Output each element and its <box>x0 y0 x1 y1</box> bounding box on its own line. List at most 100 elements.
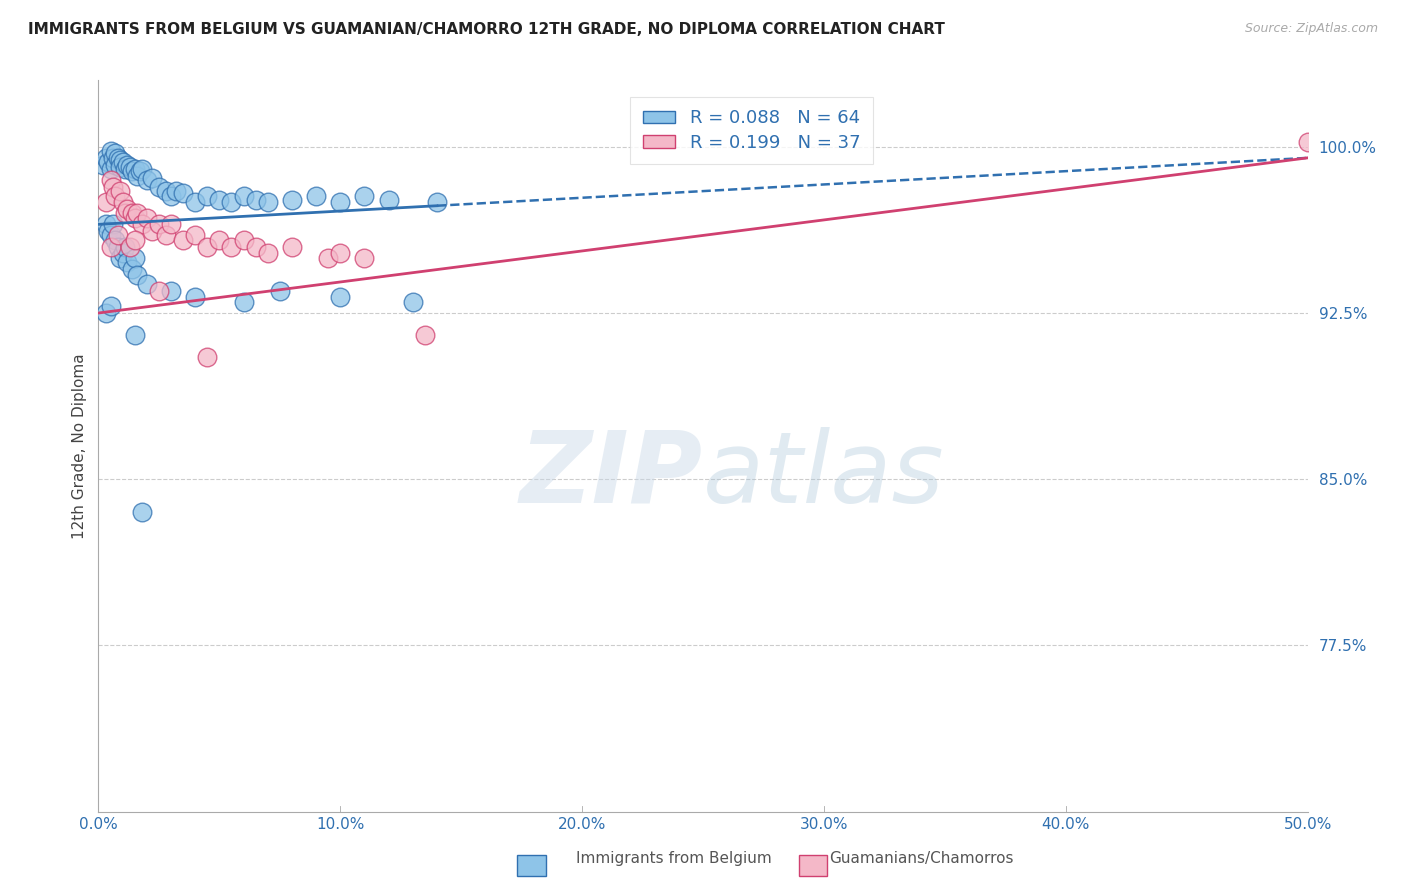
Point <box>101 151 124 165</box>
Text: Source: ZipAtlas.com: Source: ZipAtlas.com <box>1244 22 1378 36</box>
Point <box>124 161 146 176</box>
Text: Guamanians/Chamorros: Guamanians/Chamorros <box>830 852 1014 866</box>
Point <box>127 268 149 283</box>
Point <box>108 160 131 174</box>
Point <box>114 206 136 220</box>
Point <box>172 186 194 201</box>
Point <box>184 228 207 243</box>
Point <box>121 261 143 276</box>
Point <box>117 202 139 216</box>
Point <box>353 251 375 265</box>
Point <box>118 160 141 174</box>
Point <box>94 306 117 320</box>
Point <box>329 246 352 260</box>
Point <box>135 173 157 187</box>
Point <box>124 328 146 343</box>
Point <box>195 351 218 365</box>
Point <box>128 164 150 178</box>
Point <box>104 157 127 171</box>
Point <box>195 239 218 253</box>
Point <box>208 233 231 247</box>
Point <box>91 157 114 171</box>
Point <box>100 239 122 253</box>
Point <box>195 188 218 202</box>
Point <box>117 157 139 171</box>
Point <box>269 284 291 298</box>
Point <box>104 146 127 161</box>
Point <box>232 233 254 247</box>
Point <box>108 184 131 198</box>
Point <box>1296 136 1319 150</box>
Point <box>281 239 304 253</box>
Point <box>172 233 194 247</box>
Point <box>305 188 328 202</box>
Point <box>100 299 122 313</box>
Point <box>160 188 183 202</box>
Point <box>135 211 157 225</box>
Point <box>107 228 129 243</box>
Point <box>208 193 231 207</box>
Point <box>160 218 183 232</box>
Point <box>232 188 254 202</box>
Point <box>329 291 352 305</box>
Point <box>108 251 131 265</box>
Point <box>131 161 153 176</box>
Point <box>221 195 243 210</box>
Point <box>100 228 122 243</box>
Point <box>114 239 136 253</box>
Point <box>141 224 163 238</box>
Point <box>111 195 134 210</box>
Point <box>155 228 177 243</box>
Point <box>101 218 124 232</box>
Point <box>121 164 143 178</box>
Point <box>155 184 177 198</box>
Point <box>160 284 183 298</box>
Point <box>124 233 146 247</box>
Point <box>104 188 127 202</box>
Point <box>107 151 129 165</box>
Point <box>111 246 134 260</box>
Point <box>108 153 131 167</box>
Point <box>148 284 170 298</box>
Point <box>100 145 122 159</box>
Point <box>184 291 207 305</box>
Point <box>245 239 267 253</box>
Point <box>107 239 129 253</box>
Point <box>101 179 124 194</box>
Text: Immigrants from Belgium: Immigrants from Belgium <box>576 852 772 866</box>
Point <box>184 195 207 210</box>
Point <box>413 328 436 343</box>
Point <box>221 239 243 253</box>
Point <box>100 161 122 176</box>
Point <box>232 294 254 309</box>
Point <box>245 193 267 207</box>
Point <box>127 206 149 220</box>
Text: IMMIGRANTS FROM BELGIUM VS GUAMANIAN/CHAMORRO 12TH GRADE, NO DIPLOMA CORRELATION: IMMIGRANTS FROM BELGIUM VS GUAMANIAN/CHA… <box>28 22 945 37</box>
Point <box>104 233 127 247</box>
Point <box>114 161 136 176</box>
Y-axis label: 12th Grade, No Diploma: 12th Grade, No Diploma <box>72 353 87 539</box>
Point <box>281 193 304 207</box>
Point <box>131 218 153 232</box>
Point <box>165 184 187 198</box>
Legend: R = 0.088   N = 64, R = 0.199   N = 37: R = 0.088 N = 64, R = 0.199 N = 37 <box>630 96 873 164</box>
Point <box>94 151 117 165</box>
Point <box>111 155 134 169</box>
Point <box>148 218 170 232</box>
Point <box>256 195 278 210</box>
Point <box>329 195 352 210</box>
Point <box>121 206 143 220</box>
Point <box>127 169 149 183</box>
Point <box>135 277 157 292</box>
Point <box>256 246 278 260</box>
Point <box>100 173 122 187</box>
Point <box>124 251 146 265</box>
Point <box>426 195 449 210</box>
Point <box>94 218 117 232</box>
Point <box>148 179 170 194</box>
Point <box>353 188 375 202</box>
Point <box>94 195 117 210</box>
Point <box>402 294 425 309</box>
Point <box>141 170 163 185</box>
Point <box>118 239 141 253</box>
